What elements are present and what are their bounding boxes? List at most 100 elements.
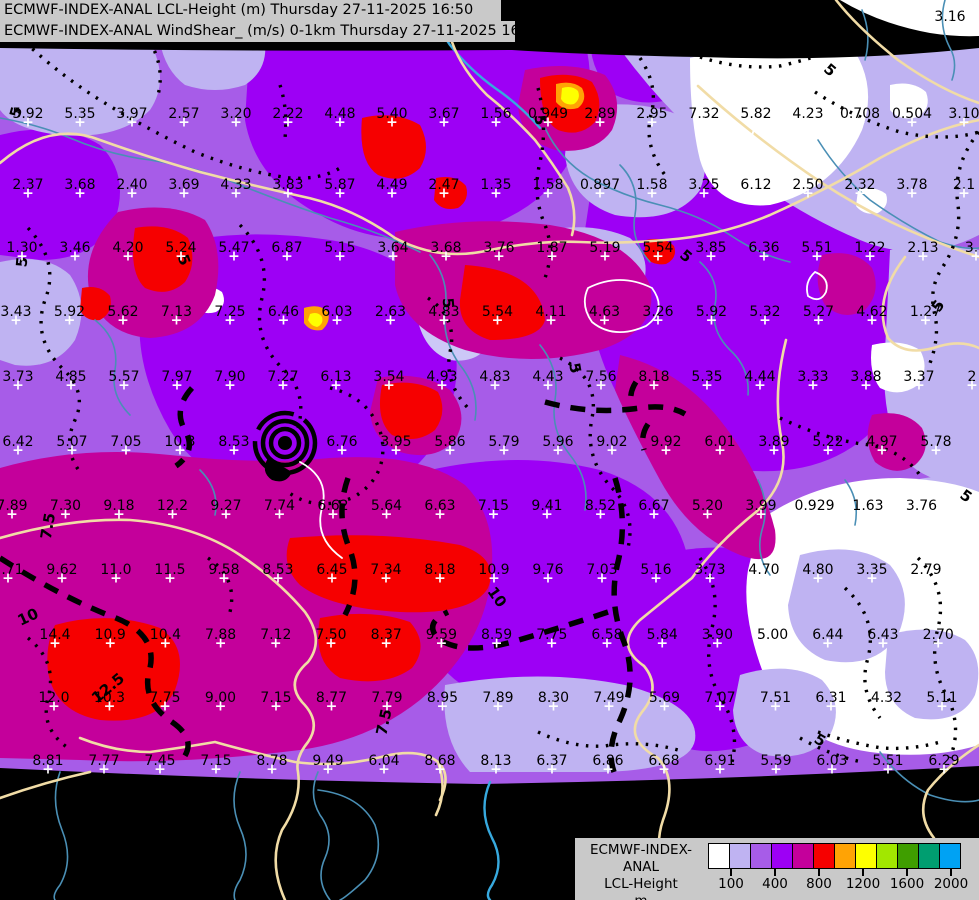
station-value: 7.32 +: [688, 106, 719, 129]
station-value: 4.63 +: [589, 304, 620, 327]
station-marker-cross: +: [491, 312, 504, 329]
station-marker-cross: +: [766, 635, 779, 652]
station-number: 6.44: [812, 627, 844, 644]
station-marker-cross: +: [277, 377, 289, 394]
station-marker-cross: +: [759, 312, 771, 329]
station-number: 2.37: [12, 177, 44, 194]
station-marker-cross: +: [434, 570, 446, 587]
station-value: 1.27 +: [910, 304, 941, 327]
windshear-dashed-contours: [0, 380, 687, 773]
station-value: 2.57 +: [168, 106, 199, 129]
station-value: 2.63 +: [375, 304, 406, 327]
station-marker-cross: +: [325, 635, 337, 652]
station-marker-cross: +: [387, 248, 399, 265]
station-number: 3.26: [642, 304, 674, 321]
station-marker-cross: +: [434, 761, 446, 778]
station-marker-cross: +: [438, 185, 450, 202]
station-value: 6.04 +: [368, 753, 400, 776]
station-marker-cross: +: [490, 761, 502, 778]
station-value: 7.15 +: [260, 690, 291, 713]
station-number: 3.99: [745, 498, 777, 515]
station-value: 12.2 +: [157, 498, 188, 521]
station-marker-cross: +: [866, 312, 878, 329]
station-number: 7.15: [200, 753, 232, 770]
station-number: 7.45: [144, 753, 176, 770]
station-number: 3.20: [220, 106, 252, 123]
station-marker-cross: +: [599, 248, 611, 265]
station-marker-cross: +: [542, 377, 554, 394]
station-value: 14.4 +: [39, 627, 70, 650]
station-number: 7.88: [205, 627, 237, 644]
station-marker-cross: +: [807, 377, 819, 394]
station-number: 2.32: [844, 177, 876, 194]
station-marker-cross: +: [705, 248, 717, 265]
station-value: 2.47 +: [428, 177, 459, 200]
station-marker-cross: +: [175, 248, 187, 265]
station-marker-cross: +: [444, 442, 456, 459]
station-value: 3.85 +: [695, 240, 726, 263]
station-number: 6.04: [368, 753, 400, 770]
station-marker-cross: +: [802, 185, 814, 202]
station-number: 8.53: [262, 562, 294, 579]
station-value: 3.0+: [965, 240, 979, 263]
station-value: 7.07 +: [704, 690, 735, 713]
station-marker-cross: +: [750, 114, 762, 131]
station-number: 3.68: [430, 240, 462, 257]
station-value: 3.90 +: [702, 627, 733, 650]
station-marker-cross: +: [646, 185, 658, 202]
station-number: 5.69: [648, 690, 681, 707]
station-value: 4.32 +: [871, 690, 902, 713]
station-marker-cross: +: [435, 635, 448, 652]
station-value: 7.25 +: [214, 304, 245, 327]
station-number: 6.03: [321, 304, 353, 321]
station-value: 3.76 +: [483, 240, 514, 263]
legend-tick-label: 1200: [845, 876, 881, 892]
station-value: 7.56 +: [585, 369, 616, 392]
station-marker-cross: +: [269, 635, 282, 652]
station-number: 6.36: [748, 240, 780, 257]
station-number: 1.87: [536, 240, 568, 257]
station-value: 7.88 +: [205, 627, 237, 650]
station-value: 6.63 +: [424, 498, 455, 521]
station-value: 5.92 +: [696, 304, 727, 327]
station-marker-cross: +: [218, 570, 230, 587]
station-value: 10.9 +: [478, 562, 509, 585]
station-value: 5.00 +: [757, 627, 788, 650]
station-value: 4.83 +: [479, 369, 510, 392]
station-marker-cross: +: [282, 185, 294, 202]
station-value: 9.02 +: [596, 434, 627, 457]
station-number: 8.18: [638, 369, 670, 386]
station-number: 5.92: [12, 106, 44, 123]
station-number: 6.42: [2, 434, 34, 451]
station-marker-cross: +: [380, 570, 392, 587]
legend-tick: [862, 869, 864, 876]
station-marker-cross: +: [214, 698, 227, 715]
station-number: 9.27: [210, 498, 242, 515]
station-marker-cross: +: [326, 570, 338, 587]
station-marker-cross: +: [272, 570, 284, 587]
station-value: 3.64 +: [377, 240, 408, 263]
station-value: 5.19 +: [589, 240, 620, 263]
station-marker-cross: +: [958, 114, 970, 131]
station-marker-cross: +: [159, 635, 172, 652]
station-marker-cross: +: [493, 248, 505, 265]
station-value: 2.70 +: [923, 627, 954, 650]
station-number: 6.01: [704, 434, 736, 451]
station-value: 5.16 +: [640, 562, 671, 585]
station-number: 8.78: [256, 753, 288, 770]
station-number: 5.86: [434, 434, 466, 451]
station-value: 9.41 +: [531, 498, 562, 521]
station-value: 5.11 +: [926, 690, 957, 713]
station-value: 8.81 +: [32, 753, 63, 776]
station-number: 3.97: [116, 106, 148, 123]
station-value: 8.77 +: [316, 690, 347, 713]
station-value: 5.51 +: [801, 240, 832, 263]
station-number: 6.76: [326, 434, 358, 451]
station-marker-cross: +: [919, 312, 932, 329]
station-number: 7.79: [371, 690, 403, 707]
station-value: 7.75 +: [536, 627, 567, 650]
legend-tick-label: 2000: [933, 876, 969, 892]
station-value: 1.58 +: [636, 177, 667, 200]
station-value: 5.07 +: [56, 434, 87, 457]
station-number: 7.71: [0, 562, 24, 579]
